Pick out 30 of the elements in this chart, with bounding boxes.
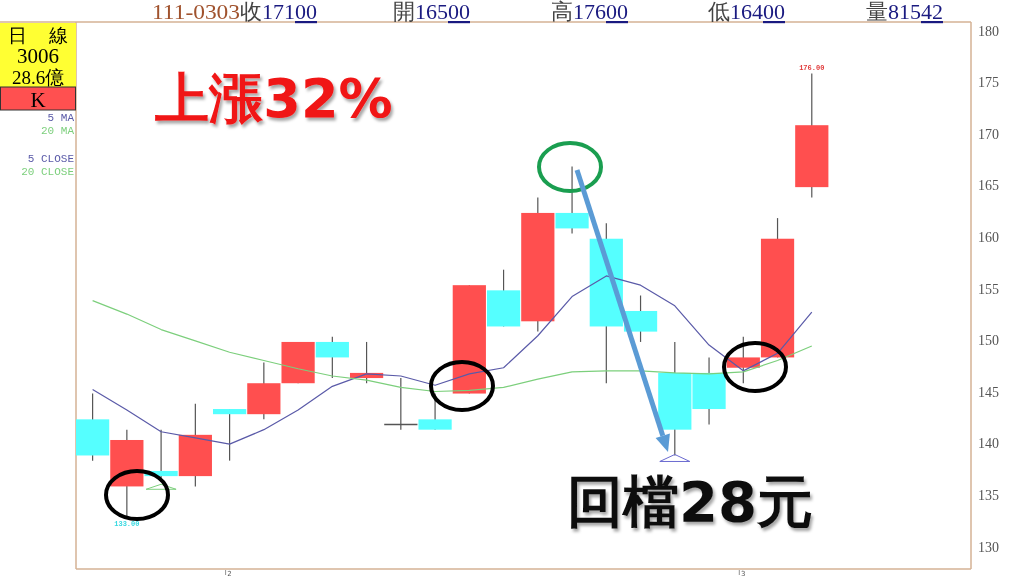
- text: K: [30, 88, 46, 112]
- annotation: 低16400: [708, 0, 785, 24]
- annotation: 收17100: [240, 0, 317, 24]
- annotation: 開16500: [393, 0, 470, 24]
- text: 5 MA: [47, 112, 75, 124]
- annotation: 高17600: [551, 0, 628, 24]
- text: 20 MA: [40, 125, 75, 137]
- annotation: 111-0303: [152, 0, 240, 24]
- y-tick-label: 150: [978, 333, 999, 349]
- y-tick-label: 170: [978, 126, 999, 142]
- line-series: [92, 275, 813, 445]
- text: 日線: [8, 25, 68, 46]
- text: 量81542: [866, 0, 943, 24]
- y-tick-label: 180: [978, 23, 999, 39]
- text: 3006: [17, 44, 59, 68]
- annotation: 上漲32%: [155, 67, 393, 130]
- y-tick-label: 155: [978, 281, 999, 297]
- text: 5 CLOSE: [27, 153, 75, 165]
- y-tick-label: 135: [978, 487, 999, 503]
- line-series: [92, 300, 813, 393]
- y-tick-label: 145: [978, 384, 999, 400]
- candlestick: [383, 377, 419, 431]
- y-tick-label: 160: [978, 229, 999, 245]
- annotation: 回檔28元: [567, 469, 813, 534]
- text: 20 CLOSE: [21, 166, 75, 178]
- y-tick-label: 130: [978, 539, 999, 555]
- text: 28.6億: [11, 67, 65, 88]
- y-tick-label: 140: [978, 436, 999, 452]
- y-tick-label: 175: [978, 75, 999, 91]
- y-tick-label: 165: [978, 178, 999, 194]
